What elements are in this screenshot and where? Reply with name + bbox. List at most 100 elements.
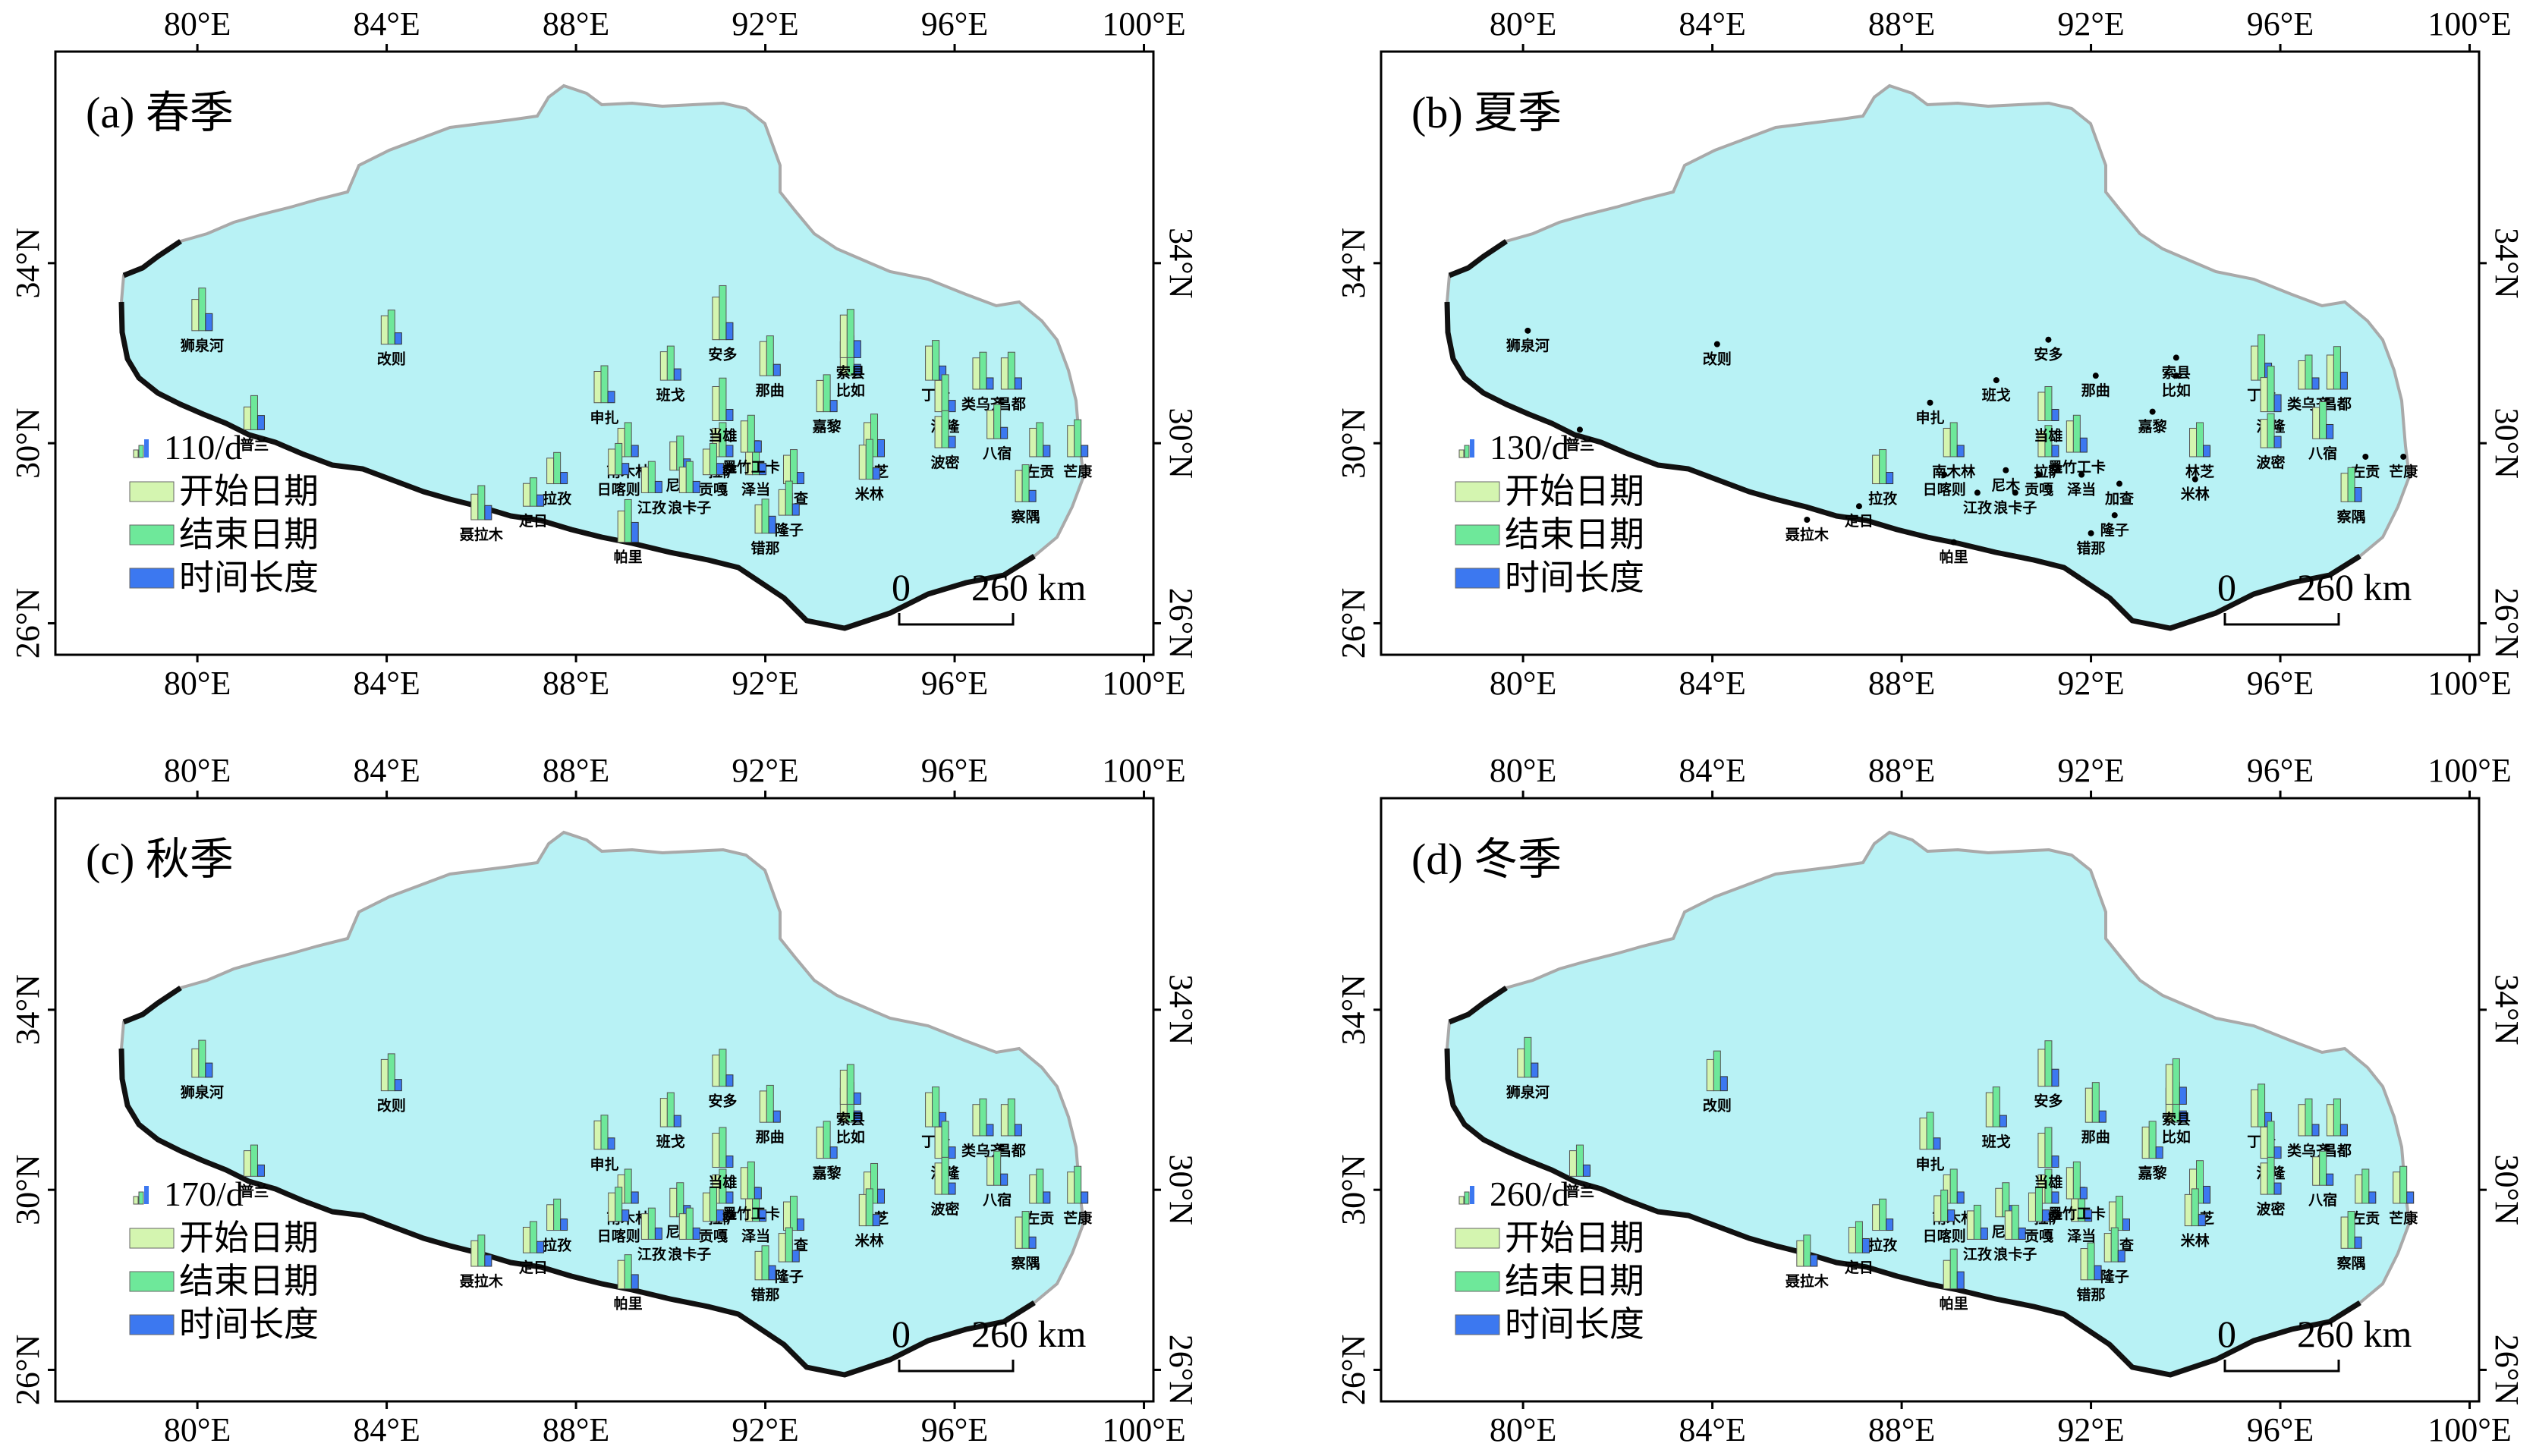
end-date-bar [2258,1083,2266,1127]
start-date-bar [2165,1064,2173,1105]
start-date-bar [2355,1174,2363,1204]
legend-swatch-duration [129,1314,175,1335]
lon-tick-label-top: 88°E [543,752,609,789]
station-label: 八宿 [2308,445,2337,462]
duration-bar [631,521,639,543]
lon-tick-label-bottom: 88°E [1868,665,1935,702]
lon-tick-label-top: 84°E [1679,752,1745,789]
duration-bar [1933,1137,1941,1150]
station-label: 索县 [836,1110,865,1127]
start-date-bar [2393,1171,2401,1204]
station-26: 索县 [2162,1058,2191,1127]
station-label: 察隅 [2337,1254,2366,1272]
station-label: 加查 [2104,490,2135,508]
start-date-bar [2326,1104,2334,1137]
station-2: 改则 [377,310,406,368]
station-label: 八宿 [983,1191,1012,1209]
station-label: 聂拉木 [459,1272,504,1290]
station-34: 八宿 [2308,1150,2337,1209]
lon-tick-label-bottom: 80°E [164,1411,231,1448]
end-date-bar [553,451,562,485]
start-date-bar [754,1250,763,1281]
end-date-bar [624,498,632,543]
station-1: 普兰 [1565,1144,1594,1200]
station-31: 波密 [2257,1156,2286,1218]
station-dot [2362,453,2369,460]
station-label: 米林 [2181,486,2210,503]
duration-bar [872,467,880,480]
station-label: 安多 [708,1093,737,1110]
end-date-bar [719,1049,727,1087]
duration-bar [2094,1265,2102,1281]
station-label: 申扎 [1915,1156,1944,1173]
end-date-bar [2034,1187,2043,1222]
station-9: 江孜 [1963,489,1993,516]
lon-tick-label-bottom: 84°E [1679,1411,1745,1448]
station-label: 芒康 [1063,1209,1093,1227]
station-dot [2173,354,2179,361]
station-22: 隆子 [2100,1227,2129,1285]
end-date-bar [941,1121,949,1159]
station-label: 普兰 [1565,436,1594,453]
lat-tick-label-right: 34°N [2488,974,2525,1045]
start-date-bar [740,1167,748,1200]
legend-label-start-date: 开始日期 [179,1219,319,1257]
duration-bar [877,1188,886,1204]
end-date-bar [2115,1196,2123,1231]
station-label: 泽当 [741,1228,770,1245]
start-date-bar [678,1213,687,1240]
duration-bar [394,332,402,345]
lon-tick-label-bottom: 96°E [921,665,988,702]
station-20: 墨竹工卡 [722,414,780,476]
station-22: 隆子 [2100,512,2129,539]
duration-bar [2122,1219,2130,1231]
station-23: 错那 [751,1245,780,1303]
duration-bar [631,445,639,458]
end-date-bar [1036,422,1044,458]
start-date-bar [470,493,479,520]
duration-bar [2203,1185,2211,1204]
duration-bar [2051,445,2059,458]
end-date-bar [941,1156,949,1195]
duration-bar [2273,394,2282,413]
start-date-bar [925,345,933,381]
station-18: 当雄 [2034,1127,2062,1190]
station-label: 安多 [708,346,737,363]
station-19: 泽当 [2067,471,2096,498]
station-15: 贡嘎 [2025,471,2053,498]
duration-bar [2311,1124,2320,1137]
lon-tick-label-top: 92°E [2057,5,2124,42]
legend-sample-start [1458,1196,1465,1205]
scale-bar-end: 260 km [971,1313,1087,1355]
start-date-bar [1015,470,1023,502]
station-label: 拉孜 [543,1237,572,1254]
start-date-bar [1568,1150,1577,1177]
lon-tick-label-bottom: 88°E [1868,1411,1935,1448]
end-date-bar [387,1053,395,1092]
station-label: 昌都 [2323,1143,2352,1159]
station-label: 班戈 [1982,386,2011,404]
duration-bar [948,436,956,448]
station-label: 比如 [2162,382,2191,399]
legend-swatch-end-date [129,524,175,546]
lat-tick-label-left: 34°N [9,228,46,298]
station-label: 拉孜 [543,490,572,508]
station-label: 改则 [1703,351,1732,368]
station-label: 当雄 [2034,1173,2062,1190]
legend-label-duration: 时间长度 [1505,558,1644,597]
lon-tick-label-bottom: 92°E [732,665,798,702]
duration-bar [986,1124,994,1137]
start-date-bar [778,1233,786,1263]
station-label: 狮泉河 [1506,1083,1550,1101]
station-0: 狮泉河 [1506,327,1550,354]
map-panel-2: 80°E 80°E 84°E 84°E 88°E 88°E 92°E 92°E 96°E 96°E… [1335,5,2525,702]
station-9: 江孜 [637,461,667,516]
station-label: 泽当 [2067,1228,2096,1245]
scale-bar: 0 260 km [892,566,1087,626]
station-21: 加查 [2104,480,2135,508]
end-date-bar [785,1227,793,1263]
start-date-bar [712,385,720,421]
station-label: 林芝 [2185,463,2214,480]
start-date-bar [1029,1174,1037,1204]
legend-sample-end [1464,1191,1470,1205]
